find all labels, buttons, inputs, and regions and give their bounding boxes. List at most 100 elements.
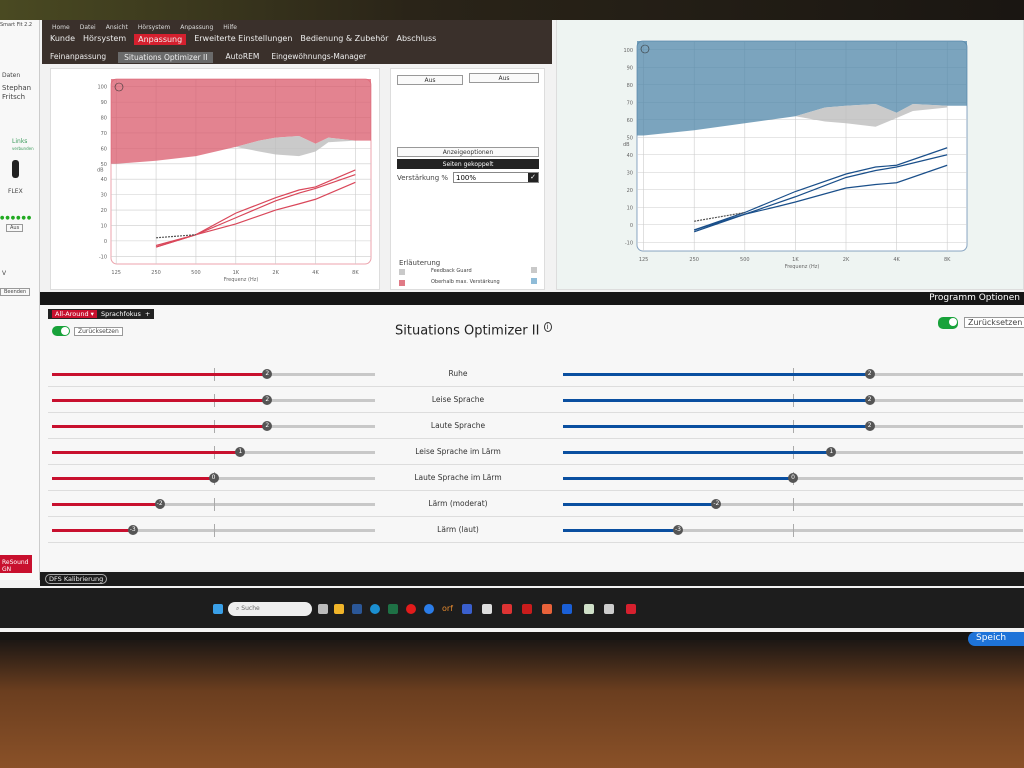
right-slider-3[interactable]: 1 bbox=[563, 446, 1023, 459]
tab-hoersystem[interactable]: Hörsystem bbox=[83, 34, 127, 43]
app-icon-5[interactable] bbox=[604, 604, 614, 614]
tab-feinanpassung[interactable]: Feinanpassung bbox=[50, 52, 107, 61]
tab-autorem[interactable]: AutoREM bbox=[225, 52, 260, 61]
taskbar-search[interactable]: ⌕ Suche bbox=[228, 602, 312, 616]
legend-swatch-max-right bbox=[531, 278, 537, 284]
collapse-chevron-icon[interactable]: V bbox=[2, 270, 7, 277]
windows-start-icon[interactable] bbox=[213, 604, 223, 614]
disconnect-button[interactable]: Beenden bbox=[0, 288, 31, 296]
left-slider-thumb[interactable]: 2 bbox=[262, 369, 273, 379]
program-options-label[interactable]: Programm Optionen bbox=[929, 293, 1020, 303]
right-off-button[interactable]: Aus bbox=[469, 73, 539, 83]
app-icon-2[interactable] bbox=[482, 604, 492, 614]
right-slider-thumb[interactable]: 2 bbox=[864, 369, 875, 379]
left-slider-thumb[interactable]: 2 bbox=[262, 421, 273, 431]
left-slider-2[interactable]: 2 bbox=[52, 420, 375, 433]
info-icon[interactable]: i bbox=[543, 322, 552, 332]
word-icon[interactable] bbox=[352, 604, 362, 614]
acrobat-icon[interactable] bbox=[522, 604, 532, 614]
section-daten[interactable]: Daten bbox=[2, 72, 21, 79]
left-enable-toggle[interactable] bbox=[52, 326, 70, 336]
app-icon-4[interactable] bbox=[584, 604, 594, 614]
device-name: FLEX bbox=[8, 188, 23, 195]
right-slider-thumb[interactable]: 0 bbox=[788, 473, 798, 483]
right-reset-button[interactable]: Zurücksetzen bbox=[964, 317, 1024, 328]
legend-swatch-max-left bbox=[399, 280, 405, 286]
menu-home[interactable]: Home bbox=[52, 24, 70, 31]
file-explorer-icon[interactable] bbox=[334, 604, 344, 614]
dfs-calibration-button[interactable]: DFS Kalibrierung bbox=[45, 574, 108, 584]
desk bbox=[0, 640, 1024, 768]
right-slider-5[interactable]: -2 bbox=[563, 498, 1023, 511]
right-enable-toggle[interactable] bbox=[938, 317, 958, 329]
app-icon[interactable] bbox=[462, 604, 472, 614]
edge-icon[interactable] bbox=[370, 604, 380, 614]
left-slider-1[interactable]: 2 bbox=[52, 394, 375, 407]
left-slider-4[interactable]: 0 bbox=[52, 472, 375, 485]
right-slider-thumb[interactable]: -3 bbox=[673, 525, 683, 535]
program-options-bar: Programm Optionen bbox=[40, 292, 1024, 305]
right-slider-4[interactable]: 0 bbox=[563, 472, 1023, 485]
left-slider-thumb[interactable]: 0 bbox=[208, 473, 219, 483]
right-slider-thumb[interactable]: 1 bbox=[826, 447, 837, 457]
off-button[interactable]: Aus bbox=[6, 224, 24, 232]
sides-linked-button[interactable]: Seiten gekoppelt bbox=[397, 159, 539, 169]
x-tick-label: 2K bbox=[843, 257, 850, 263]
menu-hilfe[interactable]: Hilfe bbox=[223, 24, 237, 31]
legend-above-max-gain: Oberhalb max. Verstärkung bbox=[431, 279, 500, 285]
app-l-icon[interactable] bbox=[562, 604, 572, 614]
left-slider-5[interactable]: -2 bbox=[52, 498, 375, 511]
right-slider-1[interactable]: 2 bbox=[563, 394, 1023, 407]
tab-eingewoehnungs-manager[interactable]: Eingewöhnungs-Manager bbox=[271, 52, 367, 61]
orf-icon[interactable]: orf bbox=[442, 604, 453, 613]
right-slider-thumb[interactable]: 2 bbox=[864, 395, 875, 405]
browser-icon[interactable] bbox=[424, 604, 434, 614]
menu-ansicht[interactable]: Ansicht bbox=[105, 24, 128, 31]
right-slider-thumb[interactable]: -2 bbox=[711, 499, 722, 509]
gain-select[interactable]: 100% ✓ bbox=[453, 172, 539, 183]
tab-all-around[interactable]: All-Around ▾ bbox=[52, 310, 97, 318]
left-slider-thumb[interactable]: -3 bbox=[127, 525, 138, 535]
left-reset-button[interactable]: Zurücksetzen bbox=[74, 327, 123, 336]
tab-kunde[interactable]: Kunde bbox=[50, 34, 75, 43]
left-slider-thumb[interactable]: 2 bbox=[262, 395, 273, 405]
right-slider-2[interactable]: 2 bbox=[563, 420, 1023, 433]
speech-button[interactable]: Speich bbox=[968, 632, 1024, 646]
chevron-down-icon[interactable]: ✓ bbox=[528, 173, 538, 182]
menu-hoersystem[interactable]: Hörsystem bbox=[137, 24, 171, 31]
left-off-button[interactable]: Aus bbox=[397, 75, 463, 85]
app-icon-3[interactable] bbox=[502, 604, 512, 614]
left-slider-3[interactable]: 1 bbox=[52, 446, 375, 459]
smart-fit-icon[interactable] bbox=[626, 604, 636, 614]
app-d-icon[interactable] bbox=[542, 604, 552, 614]
right-slider-fill bbox=[563, 373, 870, 376]
right-slider-6[interactable]: -3 bbox=[563, 524, 1023, 537]
tab-situations-optimizer[interactable]: Situations Optimizer II bbox=[118, 52, 214, 63]
x-tick-label: 500 bbox=[740, 257, 750, 263]
right-slider-0[interactable]: 2 bbox=[563, 368, 1023, 381]
gain-curve-3 bbox=[694, 164, 948, 231]
menu-anpassung[interactable]: Anpassung bbox=[180, 24, 214, 31]
left-slider-thumb[interactable]: 1 bbox=[235, 447, 246, 457]
gain-value: 100% bbox=[456, 174, 477, 182]
excel-icon[interactable] bbox=[388, 604, 398, 614]
opera-icon[interactable] bbox=[406, 604, 416, 614]
tab-abschluss[interactable]: Abschluss bbox=[396, 34, 437, 43]
menu-bar: Home Datei Ansicht Hörsystem Anpassung H… bbox=[52, 24, 237, 31]
left-slider-0[interactable]: 2 bbox=[52, 368, 375, 381]
tab-anpassung[interactable]: Anpassung bbox=[134, 34, 187, 45]
add-program-icon[interactable]: + bbox=[144, 310, 151, 318]
x-tick-label: 1K bbox=[792, 257, 799, 263]
y-tick-label: 50 bbox=[101, 162, 107, 168]
tab-bedienung-zubehoer[interactable]: Bedienung & Zubehör bbox=[300, 34, 389, 43]
right-slider-thumb[interactable]: 2 bbox=[864, 421, 875, 431]
x-tick-label: 8K bbox=[944, 257, 951, 263]
left-slider-6[interactable]: -3 bbox=[52, 524, 375, 537]
display-options-button[interactable]: Anzeigeoptionen bbox=[397, 147, 539, 157]
y-tick-label: 60 bbox=[627, 118, 633, 124]
tab-sprachfokus[interactable]: Sprachfokus bbox=[100, 310, 141, 318]
task-view-icon[interactable] bbox=[318, 604, 328, 614]
menu-datei[interactable]: Datei bbox=[79, 24, 96, 31]
tab-erweiterte-einstellungen[interactable]: Erweiterte Einstellungen bbox=[194, 34, 293, 43]
left-slider-thumb[interactable]: -2 bbox=[154, 499, 165, 509]
